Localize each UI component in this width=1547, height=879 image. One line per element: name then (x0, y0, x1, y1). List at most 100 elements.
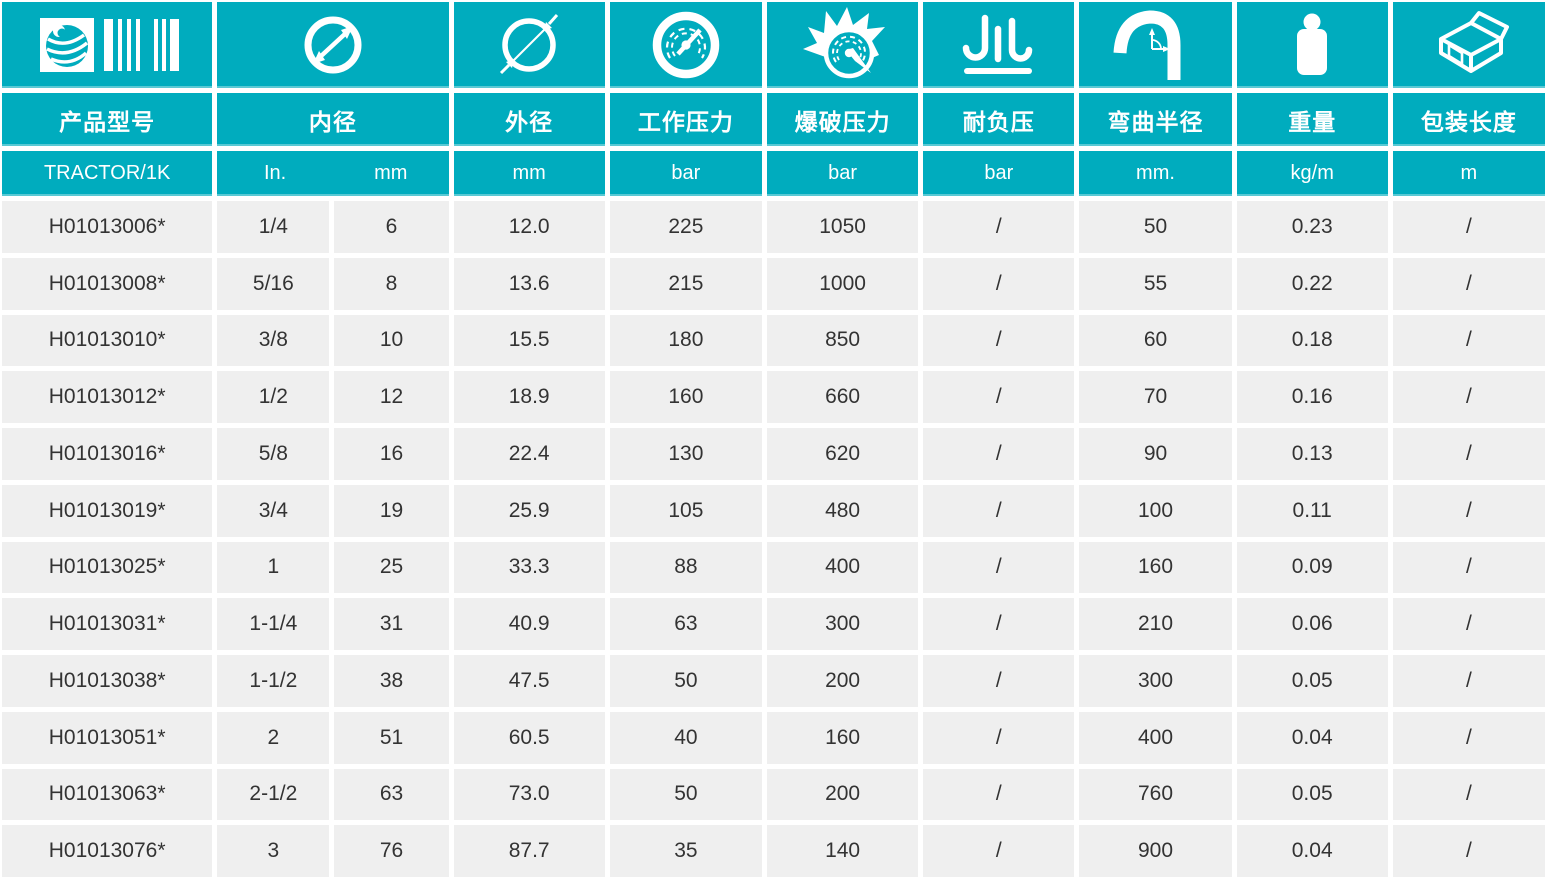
cell-working-pressure: 105 (609, 484, 762, 537)
cell-working-pressure: 40 (609, 711, 762, 764)
cell-inner-diameter-mm: 16 (334, 428, 449, 480)
cell-package-length: / (1392, 428, 1545, 480)
unit-bend-radius: mm. (1079, 151, 1232, 196)
cell-working-pressure: 50 (609, 768, 762, 821)
inner-diameter-icon (283, 7, 383, 83)
cell-inner-diameter-in: 3 (217, 825, 330, 877)
brand-logo-cell (2, 2, 213, 88)
series-name: TRACTOR/1K (2, 151, 213, 196)
cell-outer-diameter: 18.9 (453, 371, 605, 423)
burst-pressure-icon-cell (766, 2, 919, 88)
cell-burst-pressure: 200 (766, 768, 919, 821)
outer-diameter-icon-cell (453, 2, 605, 88)
cell-burst-pressure: 160 (766, 711, 919, 764)
cell-model-code: H01013006* (2, 201, 213, 253)
vacuum-icon (949, 5, 1049, 85)
cell-vacuum-resistance: / (923, 655, 1075, 707)
header-weight: 重量 (1236, 93, 1388, 146)
cell-burst-pressure: 400 (766, 541, 919, 594)
cell-package-length: / (1392, 711, 1545, 764)
cell-weight: 0.05 (1236, 655, 1388, 707)
vacuum-resistance-icon-cell (923, 2, 1075, 88)
cell-vacuum-resistance: / (923, 541, 1075, 594)
cell-weight: 0.04 (1236, 711, 1388, 764)
cell-weight: 0.18 (1236, 314, 1388, 367)
cell-outer-diameter: 25.9 (453, 484, 605, 537)
cell-weight: 0.23 (1236, 201, 1388, 253)
cell-inner-diameter-in: 2 (217, 711, 330, 764)
cell-burst-pressure: 620 (766, 428, 919, 480)
cell-working-pressure: 225 (609, 201, 762, 253)
cell-working-pressure: 130 (609, 428, 762, 480)
cell-bend-radius: 60 (1079, 314, 1232, 367)
inner-diameter-icon-cell (217, 2, 449, 88)
cell-bend-radius: 760 (1079, 768, 1232, 821)
cell-outer-diameter: 87.7 (453, 825, 605, 877)
unit-inner-diameter-mm: mm (374, 162, 408, 184)
cell-vacuum-resistance: / (923, 711, 1075, 764)
cell-outer-diameter: 12.0 (453, 201, 605, 253)
cell-weight: 0.11 (1236, 484, 1388, 537)
cell-package-length: / (1392, 371, 1545, 423)
cell-inner-diameter-mm: 10 (334, 314, 449, 367)
cell-vacuum-resistance: / (923, 314, 1075, 367)
cell-model-code: H01013031* (2, 598, 213, 650)
cell-model-code: H01013051* (2, 711, 213, 764)
cell-inner-diameter-in: 2-1/2 (217, 768, 330, 821)
cell-inner-diameter-in: 5/8 (217, 428, 330, 480)
cell-model-code: H01013016* (2, 428, 213, 480)
cell-weight: 0.05 (1236, 768, 1388, 821)
header-bend-radius: 弯曲半径 (1079, 93, 1232, 146)
cell-vacuum-resistance: / (923, 484, 1075, 537)
cell-inner-diameter-mm: 51 (334, 711, 449, 764)
cell-outer-diameter: 33.3 (453, 541, 605, 594)
cell-weight: 0.09 (1236, 541, 1388, 594)
cell-outer-diameter: 40.9 (453, 598, 605, 650)
cell-bend-radius: 70 (1079, 371, 1232, 423)
cell-weight: 0.06 (1236, 598, 1388, 650)
cell-outer-diameter: 47.5 (453, 655, 605, 707)
unit-package-length: m (1392, 151, 1545, 196)
cell-bend-radius: 55 (1079, 257, 1232, 310)
unit-working-pressure: bar (609, 151, 762, 196)
cell-bend-radius: 900 (1079, 825, 1232, 877)
cell-vacuum-resistance: / (923, 825, 1075, 877)
cell-inner-diameter-mm: 8 (334, 257, 449, 310)
cell-inner-diameter-in: 1-1/4 (217, 598, 330, 650)
cell-inner-diameter-mm: 76 (334, 825, 449, 877)
cell-bend-radius: 300 (1079, 655, 1232, 707)
cell-model-code: H01013063* (2, 768, 213, 821)
cell-outer-diameter: 13.6 (453, 257, 605, 310)
cell-working-pressure: 35 (609, 825, 762, 877)
cell-vacuum-resistance: / (923, 428, 1075, 480)
cell-package-length: / (1392, 768, 1545, 821)
cell-inner-diameter-mm: 63 (334, 768, 449, 821)
cell-working-pressure: 215 (609, 257, 762, 310)
unit-vacuum-resistance: bar (923, 151, 1075, 196)
cell-outer-diameter: 60.5 (453, 711, 605, 764)
cell-model-code: H01013076* (2, 825, 213, 877)
weight-icon (1262, 5, 1362, 85)
cell-burst-pressure: 660 (766, 371, 919, 423)
cell-burst-pressure: 1000 (766, 257, 919, 310)
cell-package-length: / (1392, 257, 1545, 310)
cell-bend-radius: 210 (1079, 598, 1232, 650)
header-model: 产品型号 (2, 93, 213, 146)
cell-package-length: / (1392, 655, 1545, 707)
cell-package-length: / (1392, 314, 1545, 367)
cell-vacuum-resistance: / (923, 201, 1075, 253)
cell-model-code: H01013038* (2, 655, 213, 707)
header-inner-diameter: 内径 (217, 93, 449, 146)
cell-inner-diameter-mm: 31 (334, 598, 449, 650)
cell-working-pressure: 88 (609, 541, 762, 594)
cell-model-code: H01013012* (2, 371, 213, 423)
cell-inner-diameter-mm: 6 (334, 201, 449, 253)
cell-burst-pressure: 480 (766, 484, 919, 537)
cell-model-code: H01013019* (2, 484, 213, 537)
header-vacuum-resistance: 耐负压 (923, 93, 1075, 146)
package-length-icon-cell (1392, 2, 1545, 88)
cell-working-pressure: 63 (609, 598, 762, 650)
bend-radius-icon-cell (1079, 2, 1232, 88)
unit-outer-diameter: mm (453, 151, 605, 196)
